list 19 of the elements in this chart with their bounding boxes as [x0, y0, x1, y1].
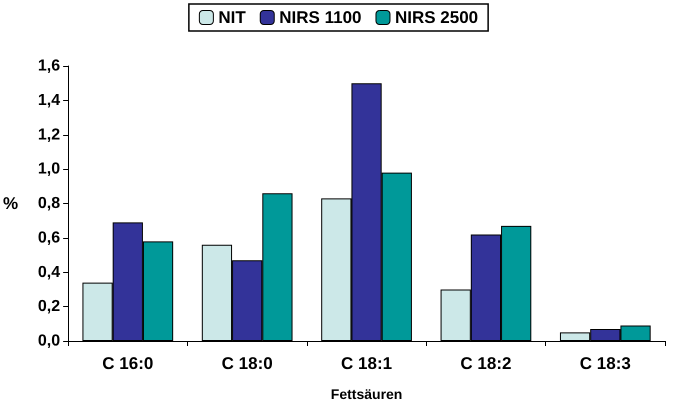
y-tick-label: 0,4 — [38, 264, 60, 281]
y-tick-label: 1,0 — [38, 160, 60, 178]
y-tick-label: 0,0 — [38, 332, 60, 350]
legend-label: NIRS 2500 — [394, 8, 478, 27]
x-tick-label: C 18:1 — [341, 354, 392, 373]
y-tick-label: 1,2 — [38, 126, 60, 144]
x-axis-title: Fettsäuren — [330, 386, 402, 402]
y-tick-label: 0,2 — [38, 298, 60, 316]
y-tick-label: 1,6 — [38, 58, 60, 74]
y-tick-label: 0,8 — [38, 195, 60, 212]
legend-label: NIRS 1100 — [279, 8, 362, 27]
y-tick-label: 1,4 — [38, 92, 60, 109]
x-tick-label: C 18:3 — [580, 354, 631, 373]
legend-label: NIT — [218, 8, 246, 27]
x-tick-label: C 18:2 — [460, 354, 512, 373]
y-tick-label: 0,6 — [38, 229, 60, 246]
x-tick-label: C 16:0 — [102, 354, 154, 373]
x-tick-label: C 18:0 — [222, 354, 273, 373]
y-axis-title: % — [2, 194, 18, 213]
